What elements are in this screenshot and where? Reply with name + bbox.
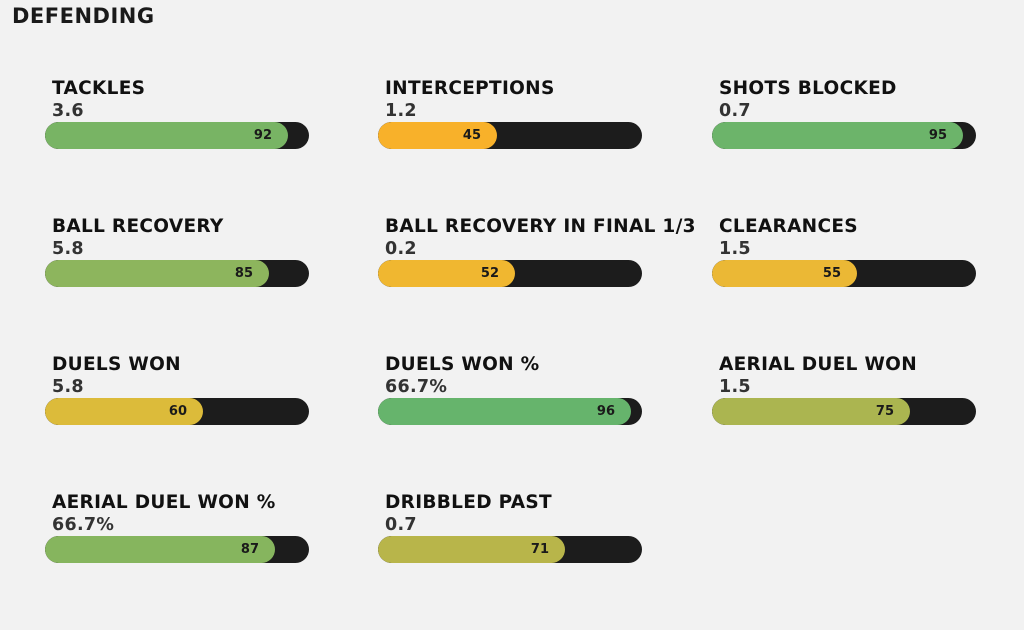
percentile-bar: 45 [378,122,497,149]
percentile-bar: 96 [378,398,631,425]
stat-label: TACKLES [52,78,146,99]
percentile-bar: 92 [45,122,288,149]
stat-label: SHOTS BLOCKED [719,78,897,99]
percentile-track: 96 [378,398,642,425]
stat-value: 1.5 [719,377,751,397]
stat-value: 5.8 [52,377,84,397]
stat-value: 66.7% [385,377,448,397]
percentile-bar: 75 [712,398,910,425]
stat-label: AERIAL DUEL WON [719,354,917,375]
percentile-label: 85 [234,266,253,281]
stat-label: DRIBBLED PAST [385,492,552,513]
percentile-bar: 71 [378,536,565,563]
stat-label: BALL RECOVERY [52,216,224,237]
stat-value: 0.7 [385,515,417,535]
percentile-label: 55 [822,266,841,281]
percentile-bar: 95 [712,122,963,149]
stat-label: BALL RECOVERY IN FINAL 1/3 [385,216,696,237]
percentile-track: 75 [712,398,976,425]
stat-value: 3.6 [52,101,84,121]
stat-card: BALL RECOVERY IN FINAL 1/3 0.2 52 [378,216,696,306]
stat-label: INTERCEPTIONS [385,78,555,99]
stat-value: 1.2 [385,101,417,121]
percentile-bar: 85 [45,260,269,287]
percentile-track: 85 [45,260,309,287]
stat-label: AERIAL DUEL WON % [52,492,276,513]
stat-label: DUELS WON % [385,354,540,375]
percentile-track: 95 [712,122,976,149]
stat-card: DUELS WON 5.8 60 [45,354,309,444]
percentile-label: 60 [168,404,187,419]
percentile-track: 52 [378,260,642,287]
percentile-label: 92 [253,128,272,143]
percentile-bar: 55 [712,260,857,287]
percentile-bar: 52 [378,260,515,287]
percentile-bar: 87 [45,536,275,563]
stat-value: 1.5 [719,239,751,259]
percentile-bar: 60 [45,398,203,425]
stat-card: BALL RECOVERY 5.8 85 [45,216,309,306]
percentile-label: 95 [928,128,947,143]
stat-card: AERIAL DUEL WON 1.5 75 [712,354,976,444]
percentile-track: 55 [712,260,976,287]
percentile-label: 75 [875,404,894,419]
percentile-label: 45 [462,128,481,143]
percentile-label: 87 [240,542,259,557]
stat-value: 5.8 [52,239,84,259]
stat-card: AERIAL DUEL WON % 66.7% 87 [45,492,309,582]
stat-card: SHOTS BLOCKED 0.7 95 [712,78,976,168]
stat-value: 0.2 [385,239,417,259]
stat-value: 66.7% [52,515,115,535]
stat-card: CLEARANCES 1.5 55 [712,216,976,306]
chart-title: DEFENDING [12,4,155,28]
percentile-label: 96 [596,404,615,419]
stat-card: TACKLES 3.6 92 [45,78,309,168]
percentile-label: 52 [480,266,499,281]
percentile-track: 71 [378,536,642,563]
percentile-track: 60 [45,398,309,425]
percentile-track: 87 [45,536,309,563]
stat-card: DRIBBLED PAST 0.7 71 [378,492,642,582]
stat-label: DUELS WON [52,354,181,375]
stat-card: DUELS WON % 66.7% 96 [378,354,642,444]
stat-value: 0.7 [719,101,751,121]
stat-label: CLEARANCES [719,216,858,237]
percentile-track: 45 [378,122,642,149]
percentile-track: 92 [45,122,309,149]
percentile-label: 71 [530,542,549,557]
stat-card: INTERCEPTIONS 1.2 45 [378,78,642,168]
